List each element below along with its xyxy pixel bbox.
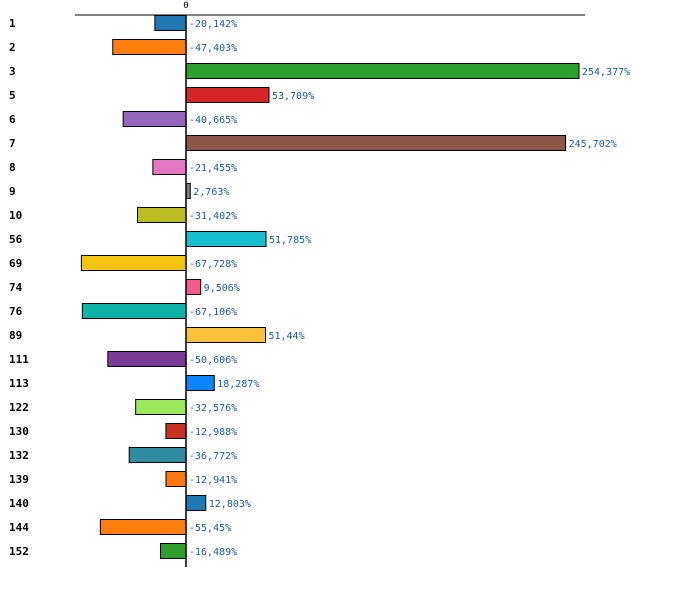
value-label-113: 18,287% (217, 379, 259, 390)
value-label-7: 245,702% (569, 139, 617, 150)
category-label-122: 122 (9, 401, 29, 414)
value-label-56: 51,785% (269, 235, 311, 246)
bar-89 (185, 327, 266, 343)
category-label-1: 1 (9, 17, 16, 30)
bar-152 (160, 543, 187, 559)
category-label-130: 130 (9, 425, 29, 438)
value-label-122: -32,576% (189, 403, 237, 414)
value-label-6: -40,665% (189, 115, 237, 126)
bar-139 (165, 471, 187, 487)
category-label-76: 76 (9, 305, 23, 318)
category-label-6: 6 (9, 113, 16, 126)
bar-56 (185, 231, 267, 247)
category-label-140: 140 (9, 497, 29, 510)
bar-122 (135, 399, 187, 415)
category-label-56: 56 (9, 233, 23, 246)
value-label-111: -50,606% (189, 355, 237, 366)
bar-3 (185, 63, 580, 79)
bar-76 (81, 303, 187, 319)
value-label-5: 53,709% (272, 91, 314, 102)
bar-10 (136, 207, 187, 223)
value-label-144: -55,45% (189, 523, 231, 534)
labels-group: 1 -20,142% 2 -47,403% 3 254,377% 5 53,709% 6 -40,… (9, 17, 630, 558)
category-label-111: 111 (9, 353, 29, 366)
value-label-2: -47,403% (189, 43, 237, 54)
bars-group (80, 15, 580, 559)
value-label-69: -67,728% (189, 259, 237, 270)
category-label-3: 3 (9, 65, 16, 78)
value-label-76: -67,106% (189, 307, 237, 318)
category-label-139: 139 (9, 473, 29, 486)
bar-8 (152, 159, 187, 175)
value-label-152: -16,489% (189, 547, 237, 558)
value-label-140: 12,803% (209, 499, 251, 510)
category-label-113: 113 (9, 377, 29, 390)
bar-6 (122, 111, 187, 127)
bar-74 (185, 279, 202, 295)
bar-69 (80, 255, 187, 271)
value-label-89: 51,44% (268, 331, 304, 342)
zero-tick-label: 0 (183, 1, 188, 11)
bar-140 (185, 495, 207, 511)
category-label-89: 89 (9, 329, 22, 342)
category-label-2: 2 (9, 41, 16, 54)
bar-144 (99, 519, 187, 535)
value-label-8: -21,455% (189, 163, 237, 174)
bar-1 (154, 15, 187, 31)
category-label-8: 8 (9, 161, 16, 174)
value-label-10: -31,402% (189, 211, 237, 222)
category-label-10: 10 (9, 209, 22, 222)
value-label-132: -36,772% (189, 451, 237, 462)
category-label-5: 5 (9, 89, 16, 102)
value-label-9: 2,763% (193, 187, 229, 198)
bar-5 (185, 87, 270, 103)
value-label-130: -12,988% (189, 427, 237, 438)
category-label-7: 7 (9, 137, 16, 150)
category-label-69: 69 (9, 257, 22, 270)
category-label-9: 9 (9, 185, 16, 198)
value-label-1: -20,142% (189, 19, 237, 30)
value-label-74: 9,506% (204, 283, 240, 294)
value-label-139: -12,941% (189, 475, 237, 486)
category-label-152: 152 (9, 545, 29, 558)
bar-113 (185, 375, 215, 391)
category-label-132: 132 (9, 449, 29, 462)
bar-132 (128, 447, 187, 463)
bar-2 (112, 39, 187, 55)
value-label-3: 254,377% (582, 67, 630, 78)
bar-130 (165, 423, 187, 439)
bar-7 (185, 135, 567, 151)
category-label-144: 144 (9, 521, 29, 534)
category-label-74: 74 (9, 281, 23, 294)
bar-111 (107, 351, 187, 367)
